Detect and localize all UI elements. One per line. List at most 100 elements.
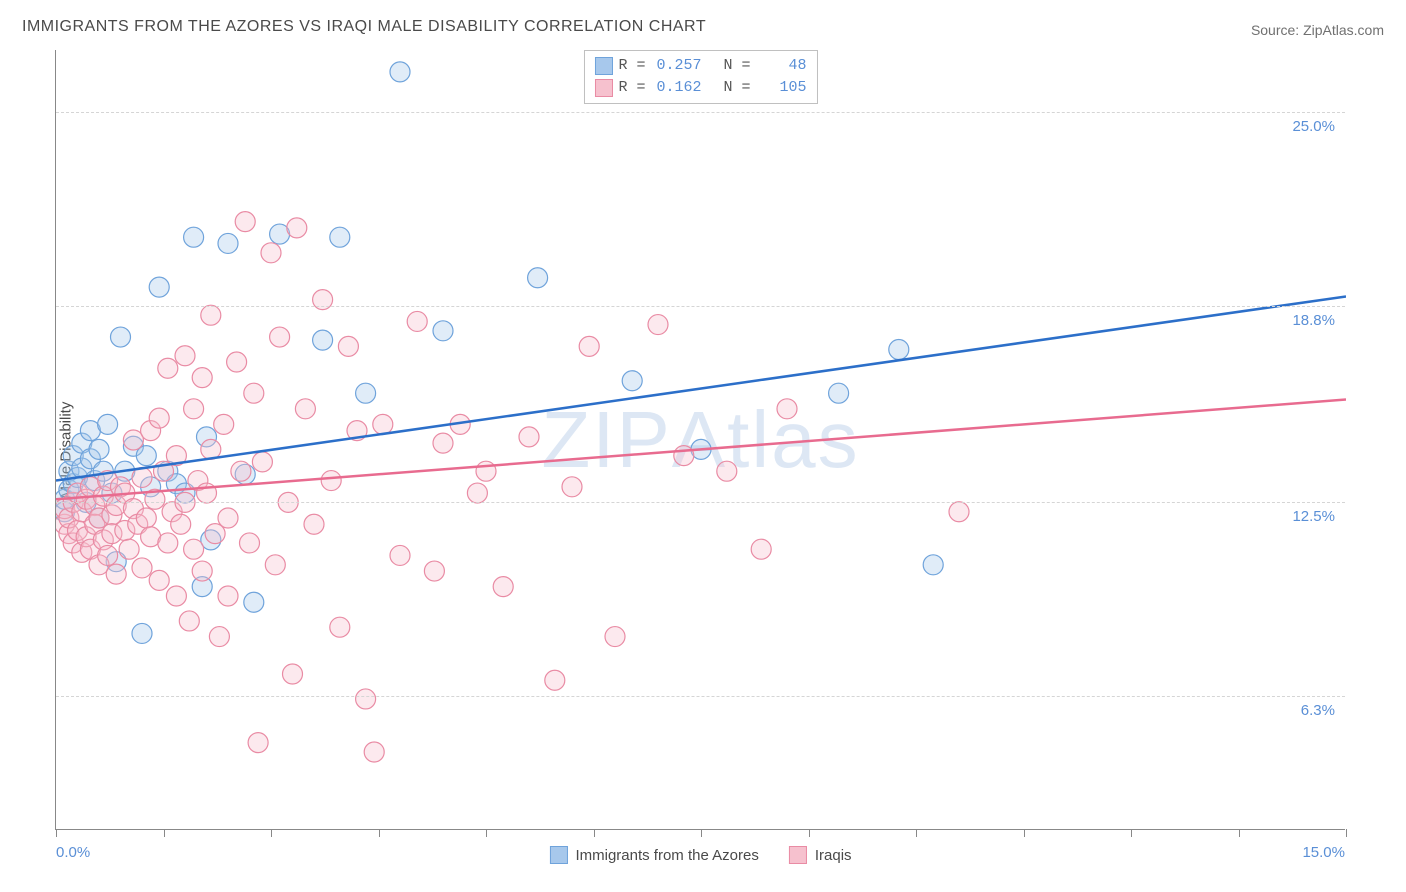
data-point-iraqis (717, 461, 737, 481)
data-point-iraqis (171, 514, 191, 534)
data-point-iraqis (295, 399, 315, 419)
scatter-svg (56, 50, 1346, 830)
data-point-iraqis (949, 502, 969, 522)
r-label: R = (618, 55, 645, 77)
swatch-azores (549, 846, 567, 864)
data-point-iraqis (98, 545, 118, 565)
xtick (916, 829, 917, 837)
data-point-iraqis (132, 558, 152, 578)
data-point-iraqis (265, 555, 285, 575)
data-point-iraqis (179, 611, 199, 631)
data-point-azores (184, 227, 204, 247)
legend-row-iraqis: R = 0.162 N = 105 (594, 77, 806, 99)
data-point-iraqis (287, 218, 307, 238)
data-point-azores (89, 439, 109, 459)
data-point-azores (528, 268, 548, 288)
data-point-iraqis (519, 427, 539, 447)
data-point-iraqis (184, 399, 204, 419)
data-point-iraqis (240, 533, 260, 553)
n-value-iraqis: 105 (757, 77, 807, 99)
gridline (56, 306, 1345, 307)
xtick (56, 829, 57, 837)
legend-row-azores: R = 0.257 N = 48 (594, 55, 806, 77)
ytick-label: 12.5% (1292, 508, 1335, 525)
data-point-iraqis (493, 577, 513, 597)
chart-title: IMMIGRANTS FROM THE AZORES VS IRAQI MALE… (22, 18, 706, 36)
data-point-iraqis (184, 539, 204, 559)
data-point-iraqis (106, 564, 126, 584)
n-label: N = (724, 55, 751, 77)
r-label: R = (618, 77, 645, 99)
data-point-iraqis (252, 452, 272, 472)
xtick (271, 829, 272, 837)
data-point-iraqis (149, 570, 169, 590)
data-point-iraqis (270, 327, 290, 347)
data-point-iraqis (261, 243, 281, 263)
gridline (56, 696, 1345, 697)
data-point-iraqis (373, 414, 393, 434)
data-point-iraqis (218, 586, 238, 606)
n-value-azores: 48 (757, 55, 807, 77)
xtick (486, 829, 487, 837)
xtick-label-max: 15.0% (1302, 844, 1345, 861)
data-point-azores (149, 277, 169, 297)
data-point-azores (923, 555, 943, 575)
xtick (1024, 829, 1025, 837)
data-point-iraqis (235, 212, 255, 232)
data-point-azores (313, 330, 333, 350)
data-point-azores (218, 233, 238, 253)
data-point-azores (433, 321, 453, 341)
data-point-azores (622, 371, 642, 391)
data-point-iraqis (467, 483, 487, 503)
legend-item-azores: Immigrants from the Azores (549, 846, 758, 864)
data-point-iraqis (751, 539, 771, 559)
data-point-iraqis (231, 461, 251, 481)
data-point-iraqis (364, 742, 384, 762)
xtick (379, 829, 380, 837)
legend-item-iraqis: Iraqis (789, 846, 852, 864)
data-point-iraqis (248, 733, 268, 753)
data-point-iraqis (674, 446, 694, 466)
data-point-iraqis (119, 539, 139, 559)
legend-label-iraqis: Iraqis (815, 847, 852, 864)
data-point-azores (829, 383, 849, 403)
data-point-iraqis (192, 561, 212, 581)
data-point-iraqis (175, 346, 195, 366)
data-point-iraqis (562, 477, 582, 497)
data-point-iraqis (338, 336, 358, 356)
data-point-azores (390, 62, 410, 82)
xtick (1346, 829, 1347, 837)
data-point-azores (111, 327, 131, 347)
data-point-iraqis (433, 433, 453, 453)
swatch-iraqis (789, 846, 807, 864)
data-point-iraqis (476, 461, 496, 481)
data-point-iraqis (283, 664, 303, 684)
data-point-iraqis (218, 508, 238, 528)
ytick-label: 18.8% (1292, 312, 1335, 329)
data-point-iraqis (579, 336, 599, 356)
data-point-iraqis (330, 617, 350, 637)
data-point-iraqis (321, 471, 341, 491)
data-point-iraqis (166, 586, 186, 606)
data-point-iraqis (390, 545, 410, 565)
xtick-label-min: 0.0% (56, 844, 90, 861)
legend-series: Immigrants from the Azores Iraqis (549, 846, 851, 864)
data-point-iraqis (605, 627, 625, 647)
data-point-iraqis (201, 305, 221, 325)
data-point-iraqis (777, 399, 797, 419)
source-label: Source: ZipAtlas.com (1251, 22, 1384, 38)
data-point-iraqis (227, 352, 247, 372)
data-point-azores (244, 592, 264, 612)
r-value-azores: 0.257 (652, 55, 702, 77)
data-point-iraqis (356, 689, 376, 709)
data-point-azores (132, 623, 152, 643)
legend-correlation: R = 0.257 N = 48 R = 0.162 N = 105 (583, 50, 817, 104)
data-point-iraqis (209, 627, 229, 647)
data-point-iraqis (648, 315, 668, 335)
xtick (809, 829, 810, 837)
data-point-iraqis (149, 408, 169, 428)
trend-line-iraqis (56, 399, 1346, 499)
data-point-azores (330, 227, 350, 247)
gridline (56, 112, 1345, 113)
legend-label-azores: Immigrants from the Azores (575, 847, 758, 864)
